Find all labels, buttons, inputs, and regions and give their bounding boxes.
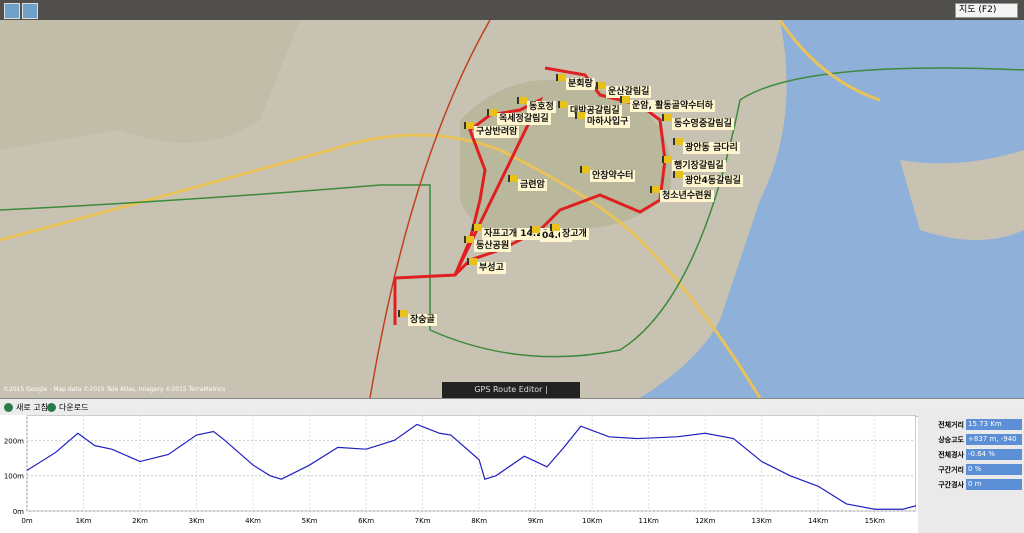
waypoint-label[interactable]: 마하사입구 (574, 112, 631, 128)
x-tick-label: 1Km (76, 517, 92, 525)
x-tick-label: 9Km (528, 517, 544, 525)
download-button[interactable]: 다운로드 (46, 399, 88, 416)
stat-value: -0.64 % (966, 449, 1022, 460)
app-brand: GPS Route Editor | www.gpsnote.net (442, 382, 580, 398)
map-canvas (0, 0, 1024, 398)
map[interactable]: 지도 (F2) 분회랑 동호정 운산갈림길 옥세정갈림길 대박공갈림길 마하사입… (0, 0, 1024, 398)
stat-row: 구간거리 0 % (918, 464, 1024, 476)
satellite-icon[interactable] (22, 3, 38, 19)
x-tick-label: 12Km (695, 517, 715, 525)
x-tick-label: 15Km (865, 517, 885, 525)
x-tick-label: 2Km (132, 517, 148, 525)
waypoint-label[interactable]: 금련암 (508, 175, 547, 191)
waypoint-label[interactable]: 광안동 금다리 (673, 138, 740, 154)
elevation-line (26, 423, 916, 510)
map-icon[interactable] (4, 3, 20, 19)
waypoint-label[interactable]: 광안4동갈림길 (673, 171, 743, 187)
stat-label: 구간거리 (938, 466, 964, 474)
waypoint-label[interactable]: 청소년수련원 (650, 186, 714, 202)
stat-label: 상승고도 (938, 436, 964, 444)
stat-label: 전체경사 (938, 451, 964, 459)
elevation-chart: 0m 100m 200m 0m 1Km 2Km 3Km 4Km 5Km 6Km 7Km 8Km 9Km 1… (0, 415, 916, 533)
x-tick-label: 13Km (752, 517, 772, 525)
stat-row: 구간경사 0 m (918, 479, 1024, 491)
waypoint-label[interactable]: 운산갈림길 (595, 82, 652, 98)
stat-row: 상승고도+837 m, -940 m (918, 434, 1024, 454)
refresh-button[interactable]: 새로 고침 (3, 399, 48, 416)
x-tick-label: 10Km (582, 517, 602, 525)
waypoint-label[interactable]: 동호정 (517, 97, 556, 113)
map-copyright: ©2015 Google - Map data ©2015 Tele Atlas… (3, 386, 226, 393)
x-tick-label: 8Km (471, 517, 487, 525)
waypoint-label[interactable]: 장고개 (550, 224, 589, 240)
x-tick-label: 14Km (808, 517, 828, 525)
waypoint-label[interactable]: 장숭골 (398, 310, 437, 326)
x-tick-label: 11Km (639, 517, 659, 525)
x-tick-label: 3Km (189, 517, 205, 525)
waypoint-label[interactable]: 동수영중갈림길 (662, 114, 734, 130)
stat-row: 전체거리 15.73 Km (918, 419, 1024, 431)
x-tick-label: 6Km (358, 517, 374, 525)
waypoint-label[interactable]: 안창약수터 (579, 166, 636, 182)
stat-value: 0 m (966, 479, 1022, 490)
waypoint-label[interactable]: 옥세정갈림길 (487, 109, 551, 125)
x-tick-label: 7Km (415, 517, 431, 525)
waypoint-label[interactable]: 동산공원 (463, 236, 512, 252)
stat-value: 15.73 Km (966, 419, 1022, 430)
y-tick-label: 200m (4, 437, 24, 445)
stat-label: 구간경사 (938, 481, 964, 489)
waypoint-label[interactable]: 구상반려암 (463, 122, 520, 138)
waypoint-label[interactable]: 운암, 활동골약수터하 (619, 96, 716, 112)
waypoint-label[interactable]: 행기장갈림길 (662, 156, 726, 172)
plot-area (26, 415, 916, 512)
stat-label: 전체거리 (938, 421, 964, 429)
map-type-select[interactable]: 지도 (F2) (955, 3, 1018, 18)
x-tick-label: 4Km (245, 517, 261, 525)
y-tick-label: 0m (13, 508, 24, 516)
title-bar: 지도 (F2) (0, 0, 1024, 20)
x-tick-label: 0m (21, 517, 32, 525)
stat-value: +837 m, -940 m (966, 434, 1022, 454)
x-tick-label: 5Km (302, 517, 318, 525)
waypoint-label[interactable]: 분회랑 (556, 74, 595, 90)
y-tick-label: 100m (4, 473, 24, 481)
stat-value: 0 % (966, 464, 1022, 475)
waypoint-label[interactable]: 부성고 (467, 258, 506, 274)
stat-row: 전체경사 -0.64 % (918, 449, 1024, 461)
